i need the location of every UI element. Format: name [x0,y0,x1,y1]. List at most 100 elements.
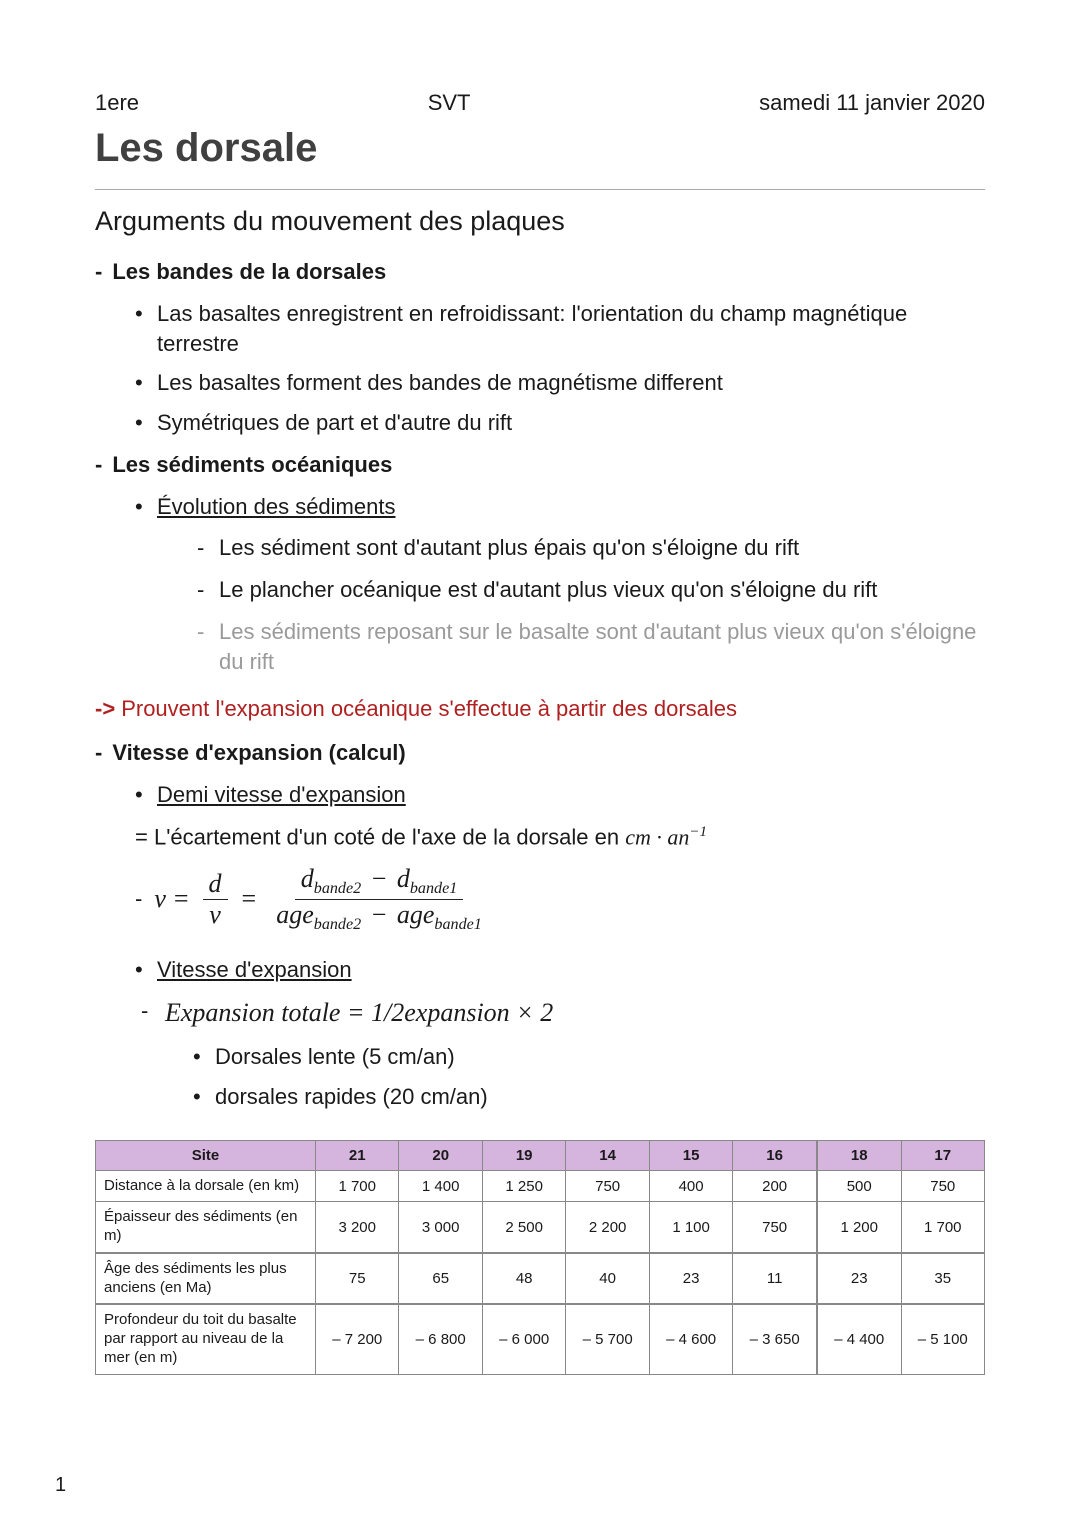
subheading-bandes-text: Les bandes de la dorsales [112,259,386,285]
bandes-list: Las basaltes enregistrent en refroidissa… [95,299,985,438]
subheading-sediments: - Les sédiments océaniques [95,452,985,478]
speed-examples: Dorsales lente (5 cm/an) dorsales rapide… [95,1042,985,1111]
sub-age-b1: bande1 [434,916,481,933]
sub-b2: bande2 [314,880,361,897]
sub-b1: bande1 [410,880,457,897]
row-label: Profondeur du toit du basalte par rappor… [96,1304,316,1374]
age1: age [397,900,435,929]
minus2: − [372,900,387,929]
age2: age [276,900,314,929]
cell: 1 700 [901,1202,985,1253]
cell: 2 200 [566,1202,649,1253]
page-number: 1 [55,1474,66,1497]
list-item: Dorsales lente (5 cm/an) [193,1042,985,1072]
vitesse-list-2: Vitesse d'expansion [95,955,985,985]
cell: 1 400 [399,1170,482,1202]
header-col: 19 [482,1140,565,1170]
cell: 3 000 [399,1202,482,1253]
evolution-label: Évolution des sédiments [157,494,395,519]
fraction-bandes: dbande2 − dbande1 agebande2 − agebande1 [270,864,488,934]
list-item: Demi vitesse d'expansion [135,780,985,810]
conclusion-text: Prouvent l'expansion océanique s'effectu… [121,696,737,721]
conclusion-line: ->Prouvent l'expansion océanique s'effec… [95,696,985,722]
cell: 11 [733,1253,817,1305]
formula-v: v [154,884,166,914]
cell: 750 [566,1170,649,1202]
velocity-formula: - v = d v = dbande2 − dbande1 agebande2 … [135,864,985,934]
unit-exponent: −1 [689,824,707,840]
subheading-sediments-text: Les sédiments océaniques [112,452,392,478]
formula-eq2: = [242,884,257,914]
cell: – 4 400 [817,1304,901,1374]
header-col: 15 [649,1140,732,1170]
sub-age-b2: bande2 [314,916,361,933]
cell: 1 700 [316,1170,399,1202]
header-col: 16 [733,1140,817,1170]
subheading-bandes: - Les bandes de la dorsales [95,259,985,285]
header-col: 14 [566,1140,649,1170]
d1: d [397,864,410,893]
subheading-vitesse: - Vitesse d'expansion (calcul) [95,740,985,766]
list-item: Évolution des sédiments Les sédiment son… [135,492,985,676]
list-item: Symétriques de part et d'autre du rift [135,408,985,438]
data-table: Site 21 20 19 14 15 16 18 17 Distance à … [95,1140,985,1375]
unit-cm-an: cm · an [625,824,689,849]
header-col: 18 [817,1140,901,1170]
cell: 75 [316,1253,399,1305]
cell: 750 [733,1202,817,1253]
sediments-list: Évolution des sédiments Les sédiment son… [95,492,985,676]
cell: – 7 200 [316,1304,399,1374]
cell: 1 200 [817,1202,901,1253]
dash-icon: - [135,886,142,912]
table-row: Distance à la dorsale (en km) 1 700 1 40… [96,1170,985,1202]
expansion-formula: Expansion totale = 1/2expansion × 2 [165,998,985,1028]
cell: 65 [399,1253,482,1305]
cell: 1 250 [482,1170,565,1202]
demi-vitesse-label: Demi vitesse d'expansion [157,782,406,807]
header-left: 1ere [95,90,139,116]
list-item: Les basaltes forment des bandes de magné… [135,368,985,398]
cell: 1 100 [649,1202,732,1253]
cell: 23 [817,1253,901,1305]
cell: 35 [901,1253,985,1305]
document-header: 1ere SVT samedi 11 janvier 2020 [95,90,985,116]
document-page: 1ere SVT samedi 11 janvier 2020 Les dors… [0,0,1080,1527]
page-title: Les dorsale [95,126,985,171]
header-site: Site [96,1140,316,1170]
header-col: 17 [901,1140,985,1170]
list-item: Vitesse d'expansion [135,955,985,985]
fraction-dv: d v [203,869,228,930]
frac-num-bandes: dbande2 − dbande1 [295,864,464,900]
list-item: dorsales rapides (20 cm/an) [193,1082,985,1112]
cell: 23 [649,1253,732,1305]
cell: – 4 600 [649,1304,732,1374]
dash-icon: - [95,740,102,766]
list-item: Las basaltes enregistrent en refroidissa… [135,299,985,358]
arrow-icon: -> [95,696,115,721]
header-center: SVT [428,90,471,116]
row-label: Âge des sédiments les plus anciens (en M… [96,1253,316,1305]
table-row: Épaisseur des sédiments (en m) 3 200 3 0… [96,1202,985,1253]
cell: – 5 700 [566,1304,649,1374]
ecartement-prefix: = L'écartement d'un coté de l'axe de la … [135,824,625,849]
cell: – 5 100 [901,1304,985,1374]
cell: – 6 800 [399,1304,482,1374]
formula-eq: = [174,884,189,914]
header-col: 21 [316,1140,399,1170]
list-item: Le plancher océanique est d'autant plus … [197,575,985,605]
vitesse-exp-label: Vitesse d'expansion [157,957,352,982]
dash-icon: - [95,452,102,478]
cell: 200 [733,1170,817,1202]
row-label: Épaisseur des sédiments (en m) [96,1202,316,1253]
cell: 2 500 [482,1202,565,1253]
cell: 3 200 [316,1202,399,1253]
dash-icon: - [95,259,102,285]
list-item-muted: Les sédiments reposant sur le basalte so… [197,617,985,676]
ecartement-line: = L'écartement d'un coté de l'axe de la … [135,824,985,850]
title-divider [95,189,985,190]
table-header-row: Site 21 20 19 14 15 16 18 17 [96,1140,985,1170]
cell: – 3 650 [733,1304,817,1374]
cell: 48 [482,1253,565,1305]
row-label: Distance à la dorsale (en km) [96,1170,316,1202]
vitesse-list: Demi vitesse d'expansion [95,780,985,810]
